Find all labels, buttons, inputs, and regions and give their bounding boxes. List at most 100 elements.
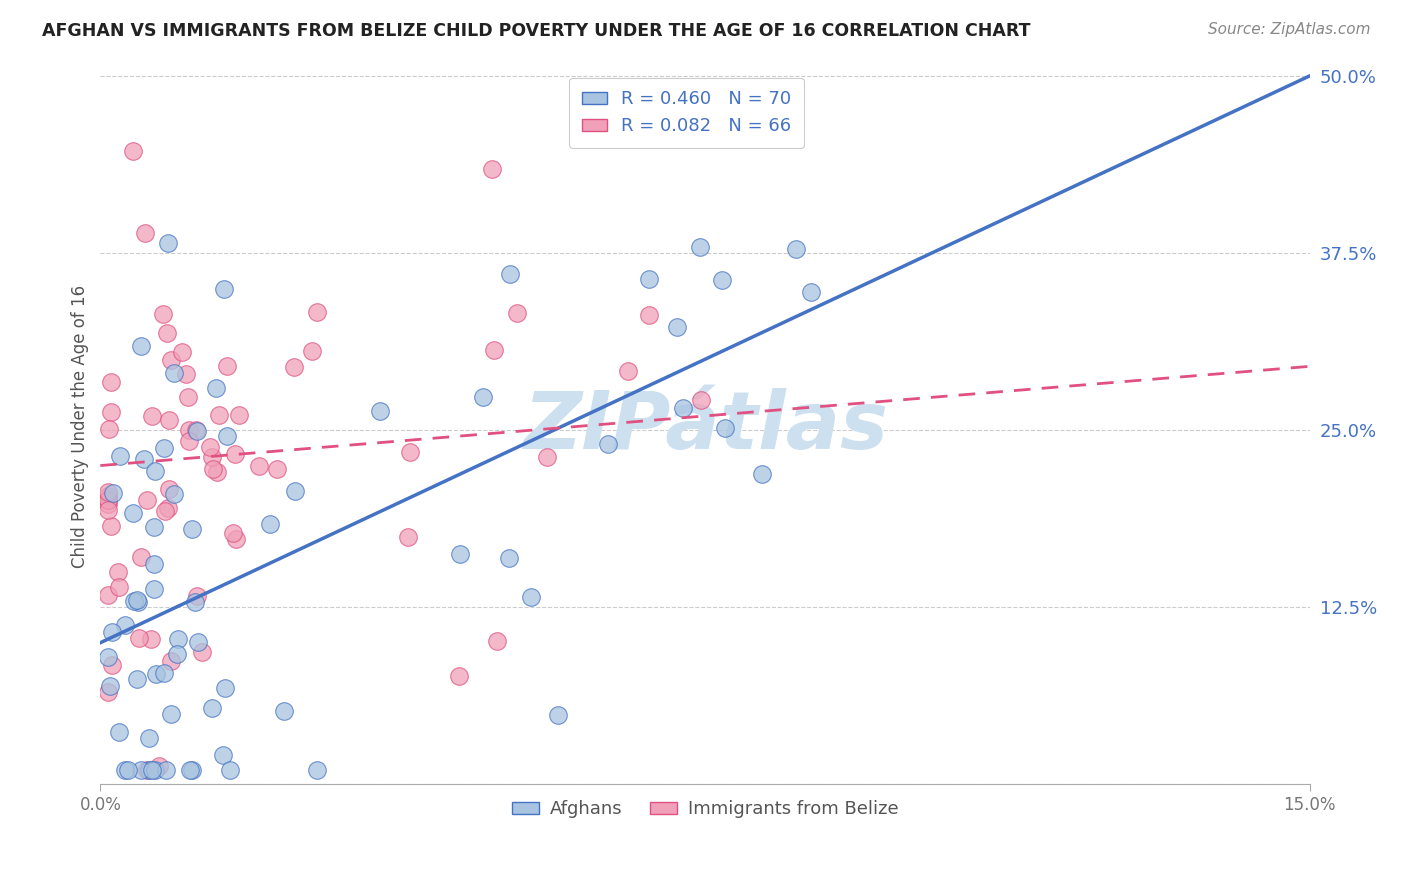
Point	[170, 345, 193, 359]
Point	[665, 320, 688, 334]
Point	[672, 401, 695, 415]
Point	[228, 408, 250, 422]
Point	[187, 634, 209, 648]
Point	[217, 359, 239, 373]
Point	[283, 360, 305, 375]
Point	[97, 649, 120, 664]
Point	[143, 557, 166, 571]
Point	[122, 144, 145, 158]
Point	[471, 390, 494, 404]
Point	[97, 485, 120, 500]
Point	[127, 593, 149, 607]
Y-axis label: Child Poverty Under the Age of 16: Child Poverty Under the Age of 16	[72, 285, 89, 568]
Point	[176, 390, 198, 404]
Point	[157, 413, 180, 427]
Point	[224, 447, 246, 461]
Point	[785, 242, 807, 256]
Point	[638, 272, 661, 286]
Point	[212, 747, 235, 762]
Point	[132, 452, 155, 467]
Point	[152, 307, 174, 321]
Point	[97, 492, 120, 507]
Point	[135, 492, 157, 507]
Point	[204, 381, 226, 395]
Point	[449, 547, 471, 561]
Point	[108, 580, 131, 594]
Point	[157, 482, 180, 496]
Point	[98, 679, 121, 693]
Point	[138, 731, 160, 746]
Point	[447, 669, 470, 683]
Point	[596, 437, 619, 451]
Point	[179, 434, 201, 448]
Point	[127, 595, 149, 609]
Point	[97, 489, 120, 503]
Point	[156, 326, 179, 340]
Point	[201, 461, 224, 475]
Text: ZIPátlas: ZIPátlas	[523, 388, 887, 466]
Point	[714, 421, 737, 435]
Point	[101, 625, 124, 640]
Point	[225, 532, 247, 546]
Point	[138, 764, 160, 778]
Point	[97, 497, 120, 511]
Point	[143, 519, 166, 533]
Point	[266, 462, 288, 476]
Point	[166, 647, 188, 661]
Point	[122, 506, 145, 520]
Point	[689, 239, 711, 253]
Point	[100, 405, 122, 419]
Point	[399, 444, 422, 458]
Point	[301, 343, 323, 358]
Point	[141, 409, 163, 423]
Point	[305, 305, 328, 319]
Point	[690, 392, 713, 407]
Point	[284, 484, 307, 499]
Point	[482, 343, 505, 357]
Point	[800, 285, 823, 300]
Text: Source: ZipAtlas.com: Source: ZipAtlas.com	[1208, 22, 1371, 37]
Point	[153, 666, 176, 681]
Point	[201, 450, 224, 465]
Point	[499, 268, 522, 282]
Point	[101, 658, 124, 673]
Point	[163, 487, 186, 501]
Point	[163, 366, 186, 380]
Point	[141, 764, 163, 778]
Point	[520, 590, 543, 604]
Point	[186, 423, 208, 437]
Point	[160, 706, 183, 721]
Point	[481, 162, 503, 177]
Point	[711, 273, 734, 287]
Point	[101, 486, 124, 500]
Point	[155, 764, 177, 778]
Point	[114, 617, 136, 632]
Point	[181, 522, 204, 536]
Point	[167, 632, 190, 647]
Point	[200, 440, 222, 454]
Point	[108, 724, 131, 739]
Point	[117, 764, 139, 778]
Point	[142, 582, 165, 597]
Point	[751, 467, 773, 482]
Point	[214, 681, 236, 695]
Point	[184, 595, 207, 609]
Point	[97, 588, 120, 602]
Point	[145, 464, 167, 478]
Point	[134, 227, 156, 241]
Point	[100, 376, 122, 390]
Point	[156, 501, 179, 516]
Point	[98, 422, 121, 436]
Point	[159, 353, 181, 368]
Point	[97, 684, 120, 698]
Point	[638, 308, 661, 322]
Point	[174, 368, 197, 382]
Point	[108, 449, 131, 463]
Point	[219, 764, 242, 778]
Point	[152, 442, 174, 456]
Point	[177, 423, 200, 437]
Point	[208, 408, 231, 422]
Point	[201, 701, 224, 715]
Point	[143, 764, 166, 778]
Point	[100, 519, 122, 533]
